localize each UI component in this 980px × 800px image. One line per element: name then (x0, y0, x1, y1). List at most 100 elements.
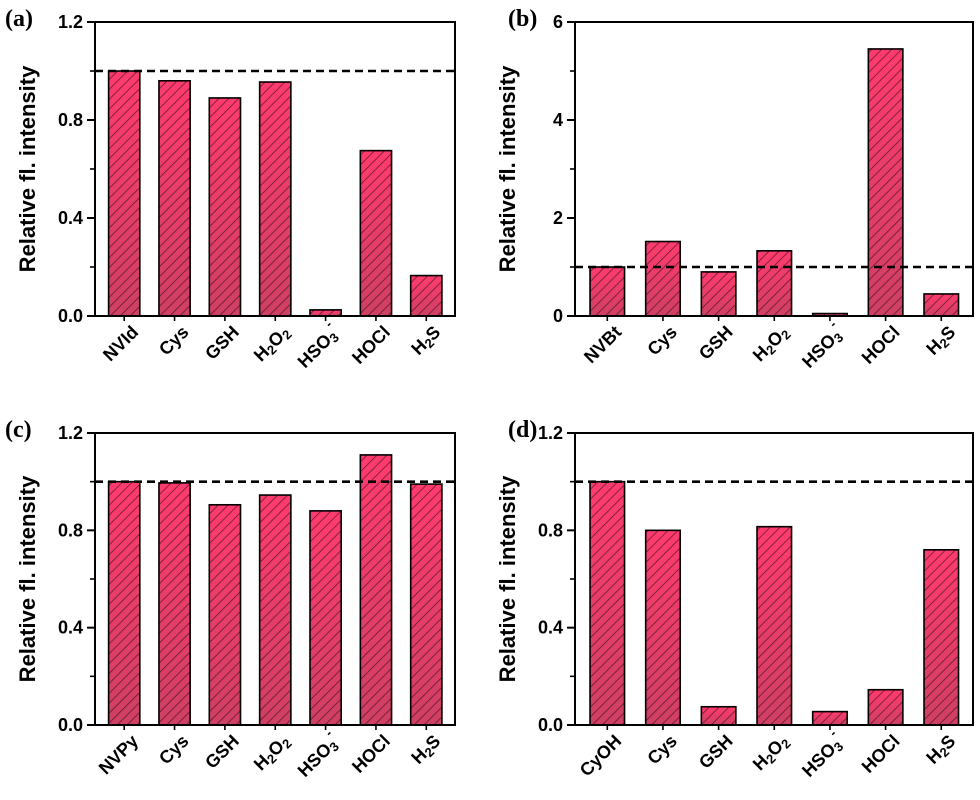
y-tick-label: 0.0 (58, 306, 83, 326)
bar-4 (811, 710, 848, 726)
panel-label: (a) (5, 6, 33, 32)
bar-outline (359, 149, 393, 317)
bar-2 (208, 503, 242, 726)
bar-4 (309, 510, 343, 726)
x-tick-label: H2S (407, 322, 445, 360)
bar-outline (644, 529, 682, 726)
bar-outline (158, 482, 191, 726)
bar-3 (258, 494, 292, 726)
bar-6 (923, 548, 960, 726)
bar-1 (158, 80, 191, 317)
x-tick-label: GSH (201, 322, 243, 364)
x-tick-label: H2S (407, 731, 445, 769)
y-tick-label: 1.2 (58, 423, 83, 443)
bar-2 (700, 271, 737, 317)
y-tick-label: 0.4 (58, 208, 83, 228)
bar-6 (409, 483, 443, 726)
bar-outline (700, 271, 737, 317)
bar-6 (409, 274, 443, 317)
bar-outline (644, 240, 682, 317)
x-tick-label: Cys (643, 731, 680, 768)
x-tick-label: HOCl (348, 322, 394, 368)
y-tick-label: 0.8 (538, 520, 563, 540)
bar-3 (258, 81, 292, 317)
bar-outline (811, 710, 848, 726)
bar-3 (756, 525, 793, 726)
y-tick-label: 4 (553, 110, 563, 130)
panel-a: (a) Relative fl. intensity 0.0 0.4 0.8 1.2 NVI… (5, 6, 456, 373)
x-tick-label: HSO3- (288, 317, 344, 373)
x-tick-label: H2S (922, 731, 960, 769)
bar-5 (867, 48, 904, 317)
bar-outline (923, 548, 960, 726)
x-tick-label: H2O2 (250, 322, 295, 367)
y-axis-label: Relative fl. intensity (495, 65, 520, 272)
bar-1 (158, 482, 191, 726)
bar-outline (700, 705, 737, 726)
x-tick-label: NVId (99, 322, 142, 365)
y-tick-label: 0.8 (58, 520, 83, 540)
bar-0 (589, 480, 626, 726)
bar-1 (644, 240, 682, 317)
bar-outline (258, 494, 292, 726)
y-axis-label: Relative fl. intensity (15, 475, 40, 682)
y-tick-label: 0 (553, 306, 563, 326)
bar-outline (409, 274, 443, 317)
y-tick-label: 0.4 (58, 618, 83, 638)
x-tick-label: NVPy (95, 731, 142, 778)
bar-outline (359, 454, 393, 726)
panel-label: (d) (508, 417, 537, 443)
x-tick-label: GSH (695, 731, 737, 773)
x-tick-label: HOCl (858, 731, 904, 777)
x-tick-label: NVBt (580, 322, 625, 367)
x-tick-label: HSO3- (793, 726, 849, 782)
bar-0 (107, 70, 141, 317)
x-tick-label: H2O2 (749, 731, 794, 776)
panel-label: (c) (5, 417, 32, 443)
bar-outline (589, 480, 626, 726)
y-tick-label: 6 (553, 12, 563, 32)
x-tick-label: Cys (643, 322, 680, 359)
panel-d: (d) Relative fl. intensity 0.0 0.4 0.8 1.2 CyO… (495, 417, 974, 782)
x-tick-label: GSH (201, 731, 243, 773)
y-tick-label: 0.8 (58, 110, 83, 130)
y-tick-label: 2 (553, 208, 563, 228)
bar-5 (359, 454, 393, 726)
bar-3 (756, 250, 793, 317)
bar-outline (409, 483, 443, 726)
bar-0 (107, 480, 141, 726)
y-tick-label: 0.0 (58, 715, 83, 735)
bar-outline (867, 48, 904, 317)
bar-2 (208, 97, 242, 317)
y-axis-label: Relative fl. intensity (15, 65, 40, 272)
panel-c: (c) Relative fl. intensity 0.0 0.4 0.8 1.2 NVP… (5, 417, 456, 781)
x-tick-label: HSO3- (793, 317, 849, 373)
bar-outline (756, 525, 793, 726)
bar-outline (589, 266, 626, 317)
bar-outline (208, 503, 242, 726)
y-tick-label: 0.4 (538, 618, 563, 638)
x-tick-label: H2O2 (749, 322, 794, 367)
bar-5 (867, 688, 904, 726)
bar-outline (867, 688, 904, 726)
x-tick-label: H2S (922, 322, 960, 360)
bar-outline (258, 81, 292, 317)
bar-2 (700, 705, 737, 726)
x-tick-label: Cys (155, 731, 192, 768)
bar-0 (589, 266, 626, 317)
panel-b: (b) Relative fl. intensity 0 2 4 6 NVBt Cys GSH H… (495, 6, 974, 373)
x-tick-label: HOCl (858, 322, 904, 368)
bar-outline (923, 293, 960, 317)
bar-1 (644, 529, 682, 726)
x-tick-label: H2O2 (250, 731, 295, 776)
bar-outline (158, 80, 191, 317)
x-tick-label: GSH (695, 322, 737, 364)
bar-outline (756, 250, 793, 317)
bar-outline (208, 97, 242, 317)
bar-6 (923, 293, 960, 317)
x-tick-label: CyOH (576, 731, 626, 781)
x-tick-label: HOCl (348, 731, 394, 777)
bar-outline (107, 70, 141, 317)
bar-outline (309, 510, 343, 726)
